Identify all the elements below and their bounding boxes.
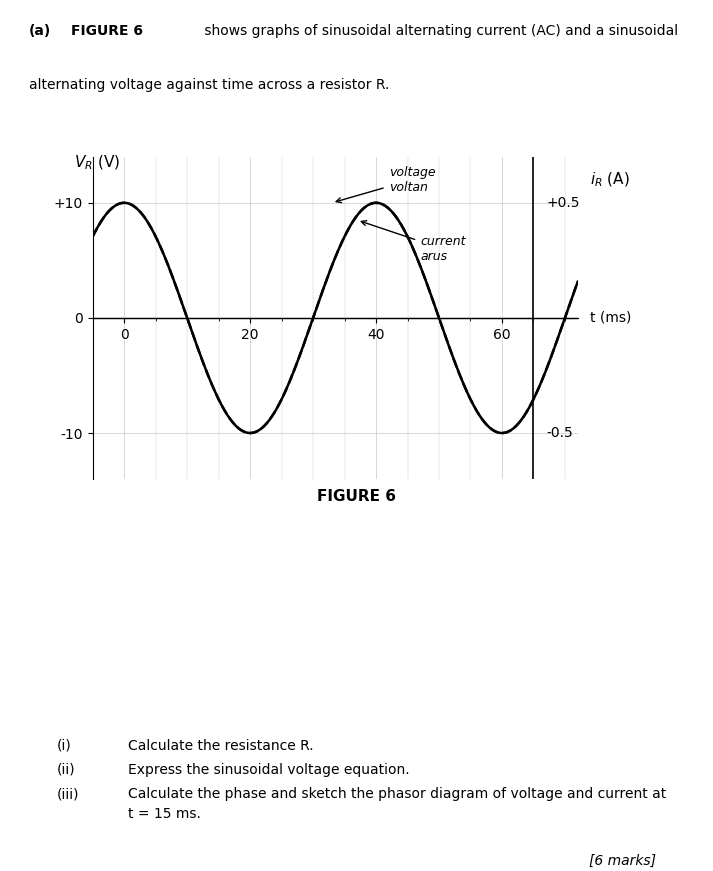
Text: [6 marks]: [6 marks]	[589, 854, 656, 868]
Text: current
arus: current arus	[361, 220, 466, 263]
Text: Express the sinusoidal voltage equation.: Express the sinusoidal voltage equation.	[128, 763, 410, 777]
Text: -0.5: -0.5	[546, 426, 573, 440]
Text: (iii): (iii)	[57, 787, 80, 801]
Text: $i_R$ (A): $i_R$ (A)	[590, 171, 630, 189]
Text: voltage
voltan: voltage voltan	[336, 165, 435, 203]
Text: +0.5: +0.5	[546, 196, 580, 210]
Text: t (ms): t (ms)	[590, 311, 632, 325]
Text: $V_R$ (V): $V_R$ (V)	[74, 153, 120, 172]
Text: alternating voltage against time across a resistor R.: alternating voltage against time across …	[29, 78, 389, 92]
Text: Calculate the phase and sketch the phasor diagram of voltage and current at: Calculate the phase and sketch the phaso…	[128, 787, 667, 801]
Text: shows graphs of sinusoidal alternating current (AC) and a sinusoidal: shows graphs of sinusoidal alternating c…	[200, 24, 678, 37]
Text: (a): (a)	[29, 24, 51, 37]
Text: Calculate the resistance R.: Calculate the resistance R.	[128, 739, 314, 753]
Text: t = 15 ms.: t = 15 ms.	[128, 807, 201, 820]
Text: FIGURE 6: FIGURE 6	[317, 489, 396, 504]
Text: (i): (i)	[57, 739, 72, 753]
Text: FIGURE 6: FIGURE 6	[71, 24, 143, 37]
Text: (ii): (ii)	[57, 763, 76, 777]
